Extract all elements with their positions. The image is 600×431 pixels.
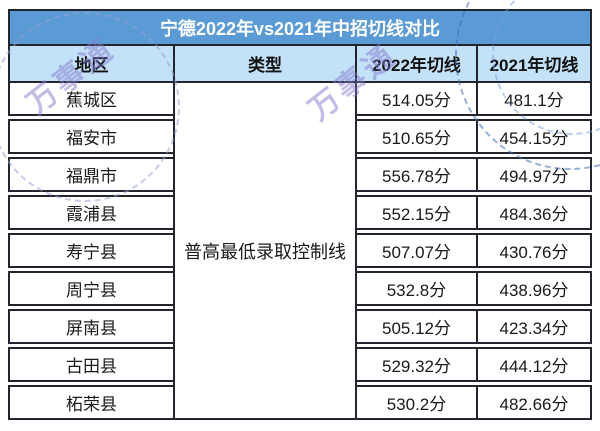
table-row: 福鼎市 556.78分 494.97分	[8, 157, 592, 192]
table-row: 古田县 529.32分 444.12分	[8, 347, 592, 382]
header-2021-cutoff: 2021年切线	[476, 44, 592, 83]
table-title: 宁德2022年vs2021年中招切线对比	[8, 9, 592, 46]
cutoff-2021-cell: 423.34分	[476, 309, 592, 344]
cutoff-2022-cell: 552.15分	[355, 195, 478, 230]
cutoff-2021-cell: 494.97分	[476, 157, 592, 192]
merged-type-cell: 普高最低录取控制线	[173, 81, 357, 420]
region-cell: 福安市	[8, 119, 175, 154]
cutoff-2021-cell: 484.36分	[476, 195, 592, 230]
region-cell: 古田县	[8, 347, 175, 382]
cutoff-2022-cell: 505.12分	[355, 309, 478, 344]
header-2022-cutoff: 2022年切线	[355, 44, 478, 83]
table-row: 屏南县 505.12分 423.34分	[8, 309, 592, 344]
table-row: 寿宁县 507.07分 430.76分	[8, 233, 592, 268]
table-title-text: 宁德2022年vs2021年中招切线对比	[159, 18, 441, 39]
cutoff-2021-cell: 444.12分	[476, 347, 592, 382]
cutoff-2021-cell: 454.15分	[476, 119, 592, 154]
header-region: 地区	[8, 44, 175, 83]
table-body: 普高最低录取控制线 蕉城区 514.05分 481.1分福安市 510.65分 454.…	[8, 81, 592, 420]
region-cell: 寿宁县	[8, 233, 175, 268]
region-cell: 屏南县	[8, 309, 175, 344]
cutoff-2021-cell: 430.76分	[476, 233, 592, 268]
region-cell: 福鼎市	[8, 157, 175, 192]
cutoff-2022-cell: 514.05分	[355, 81, 478, 116]
cutoff-2022-cell: 530.2分	[355, 385, 478, 420]
cutoff-2022-cell: 532.8分	[355, 271, 478, 306]
cutoff-2021-cell: 438.96分	[476, 271, 592, 306]
cutoff-2021-cell: 481.1分	[476, 81, 592, 116]
table-header-row: 地区 类型 2022年切线 2021年切线	[8, 44, 592, 83]
region-cell: 霞浦县	[8, 195, 175, 230]
cutoff-2022-cell: 510.65分	[355, 119, 478, 154]
table-row: 蕉城区 514.05分 481.1分	[8, 81, 592, 116]
table-row: 柘荣县 530.2分 482.66分	[8, 385, 592, 420]
region-cell: 柘荣县	[8, 385, 175, 420]
cutoff-2021-cell: 482.66分	[476, 385, 592, 420]
table-row: 福安市 510.65分 454.15分	[8, 119, 592, 154]
cutoff-2022-cell: 556.78分	[355, 157, 478, 192]
cutoff-2022-cell: 507.07分	[355, 233, 478, 268]
cutoff-2022-cell: 529.32分	[355, 347, 478, 382]
region-cell: 周宁县	[8, 271, 175, 306]
header-type: 类型	[173, 44, 357, 83]
cutoff-comparison-table: 宁德2022年vs2021年中招切线对比 地区 类型 2022年切线 2021年…	[8, 9, 592, 420]
table-row: 周宁县 532.8分 438.96分	[8, 271, 592, 306]
region-cell: 蕉城区	[8, 81, 175, 116]
